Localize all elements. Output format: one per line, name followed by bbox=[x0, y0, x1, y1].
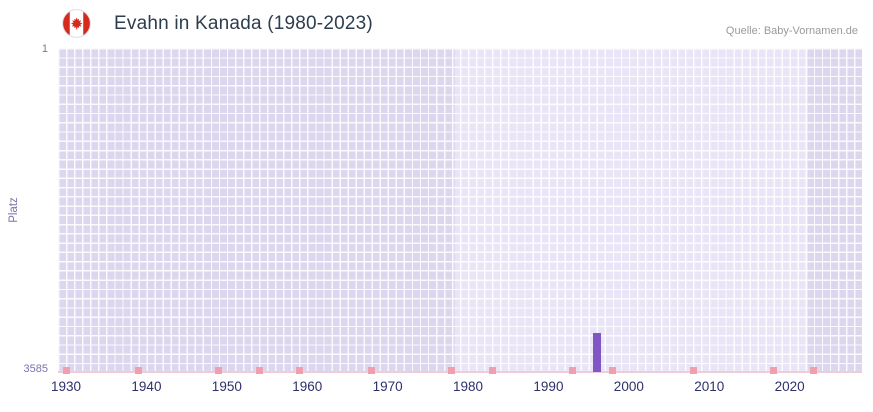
no-rank-marker[interactable] bbox=[368, 367, 376, 374]
rank-bar[interactable] bbox=[592, 333, 601, 372]
x-tick-label: 1960 bbox=[292, 379, 323, 394]
x-tick-label: 1990 bbox=[533, 379, 564, 394]
canada-flag-icon bbox=[62, 9, 91, 38]
y-axis-title: Platz bbox=[8, 197, 20, 223]
x-tick-label: 2020 bbox=[774, 379, 805, 394]
no-rank-marker[interactable] bbox=[609, 367, 617, 374]
x-axis-line bbox=[58, 371, 862, 373]
x-tick-label: 2010 bbox=[694, 379, 725, 394]
chart-title: Evahn in Kanada (1980-2023) bbox=[114, 13, 373, 34]
x-tick-label: 1940 bbox=[131, 379, 162, 394]
x-tick-label: 1970 bbox=[372, 379, 403, 394]
no-rank-marker[interactable] bbox=[255, 367, 263, 374]
no-rank-marker[interactable] bbox=[215, 367, 223, 374]
y-tick-max: 1 bbox=[41, 43, 48, 55]
no-rank-marker[interactable] bbox=[295, 367, 303, 374]
no-rank-marker[interactable] bbox=[770, 367, 778, 374]
x-tick-label: 1950 bbox=[211, 379, 242, 394]
no-rank-marker[interactable] bbox=[134, 367, 142, 374]
x-axis-labels: 1930 1940 1950 1960 1970 1980 1990 2000 2010 2020 bbox=[51, 379, 862, 399]
no-rank-marker[interactable] bbox=[448, 367, 456, 374]
no-rank-marker[interactable] bbox=[488, 367, 496, 374]
no-rank-marker[interactable] bbox=[689, 367, 697, 374]
no-rank-marker[interactable] bbox=[569, 367, 577, 374]
y-tick-min: 3585 bbox=[23, 363, 48, 375]
x-tick-label: 1930 bbox=[51, 379, 82, 394]
plot-area bbox=[58, 48, 862, 374]
source-label: Quelle: Baby-Vornamen.de bbox=[725, 25, 858, 37]
x-tick-label: 1980 bbox=[453, 379, 484, 394]
x-tick-label: 2000 bbox=[613, 379, 644, 394]
no-rank-marker[interactable] bbox=[810, 367, 818, 374]
no-rank-marker[interactable] bbox=[62, 367, 70, 374]
